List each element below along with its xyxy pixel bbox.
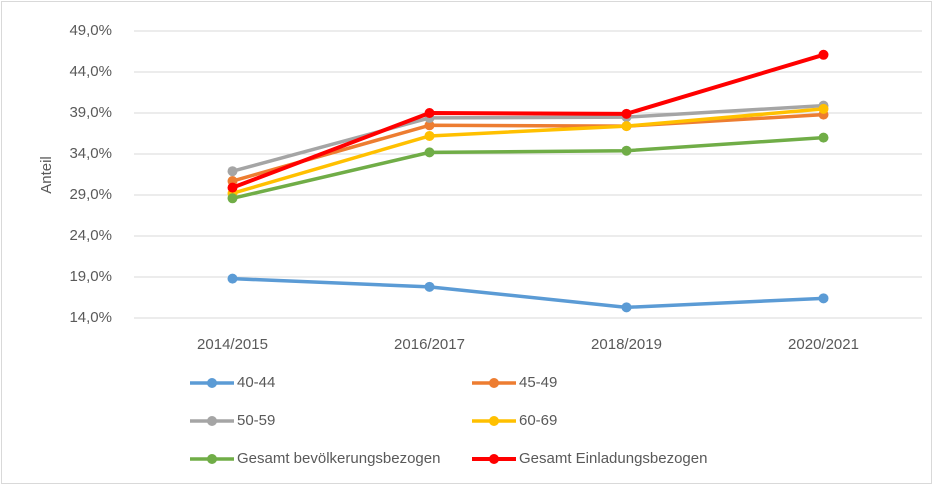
- data-point: [621, 302, 632, 313]
- x-tick-label: 2018/2019: [591, 336, 662, 353]
- legend-marker: [489, 454, 499, 464]
- data-point: [621, 145, 632, 156]
- legend-label: Gesamt Einladungsbezogen: [519, 450, 707, 467]
- data-point: [818, 49, 829, 60]
- x-tick-label: 2016/2017: [394, 336, 465, 353]
- series-line: [232, 135, 824, 200]
- data-point: [621, 108, 632, 119]
- series-line: [232, 103, 824, 173]
- y-tick-label: 29,0%: [69, 186, 112, 203]
- series-line: [231, 52, 825, 190]
- legend-label: 50-59: [237, 412, 275, 429]
- data-point: [818, 293, 829, 304]
- data-point: [621, 121, 632, 132]
- y-axis-label: Anteil: [38, 156, 55, 194]
- legend-label: Gesamt bevölkerungsbezogen: [237, 450, 440, 467]
- data-point: [227, 182, 238, 193]
- data-point: [818, 132, 829, 143]
- legend-label: 40-44: [237, 374, 275, 391]
- data-point: [424, 130, 435, 141]
- legend-marker: [207, 454, 217, 464]
- x-tick-label: 2020/2021: [788, 336, 859, 353]
- data-point: [227, 166, 238, 177]
- series-line: [232, 276, 824, 310]
- legend-marker: [489, 416, 499, 426]
- legend-label: 45-49: [519, 374, 557, 391]
- legend-label: 60-69: [519, 412, 557, 429]
- y-tick-label: 34,0%: [69, 145, 112, 162]
- y-tick-label: 14,0%: [69, 309, 112, 326]
- y-tick-label: 44,0%: [69, 63, 112, 80]
- data-point: [424, 281, 435, 292]
- legend-marker: [207, 378, 217, 388]
- y-tick-label: 19,0%: [69, 268, 112, 285]
- data-point: [424, 147, 435, 158]
- series-line: [232, 107, 824, 196]
- data-point: [424, 120, 435, 131]
- data-point: [227, 273, 238, 284]
- data-point: [227, 193, 238, 204]
- data-point: [424, 108, 435, 118]
- series-line: [232, 112, 824, 183]
- legend-marker: [207, 416, 217, 426]
- legend-marker: [489, 378, 499, 388]
- y-tick-label: 24,0%: [69, 227, 112, 244]
- x-tick-label: 2014/2015: [197, 336, 268, 353]
- y-tick-label: 39,0%: [69, 104, 112, 121]
- data-point: [818, 103, 829, 114]
- y-tick-label: 49,0%: [69, 22, 112, 39]
